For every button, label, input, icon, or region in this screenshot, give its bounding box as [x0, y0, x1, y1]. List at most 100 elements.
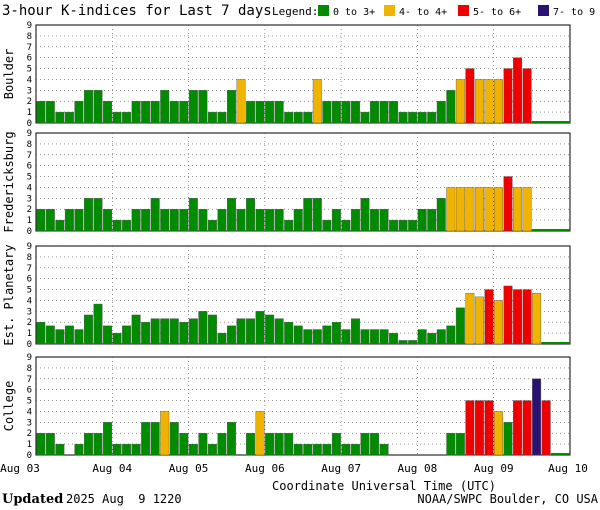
k-index-bar	[312, 329, 322, 345]
k-index-bar	[436, 329, 446, 345]
k-index-bar	[131, 101, 141, 124]
k-index-bar	[217, 433, 227, 456]
k-index-bar	[83, 90, 93, 124]
k-index-bar	[284, 322, 294, 345]
k-index-bar	[236, 209, 246, 232]
k-index-bar	[341, 329, 351, 345]
updated-label: Updated	[2, 492, 63, 507]
k-index-bar	[446, 187, 456, 232]
k-index-bar	[370, 329, 379, 345]
k-index-bar	[532, 292, 542, 345]
k-index-bar	[284, 219, 294, 232]
k-index-bar	[207, 314, 217, 345]
k-index-bar	[122, 111, 132, 124]
k-index-bar	[112, 332, 122, 345]
k-index-bar	[169, 422, 179, 456]
legend-swatch	[538, 5, 549, 16]
y-tick-label: 9	[27, 242, 32, 252]
k-index-bar	[255, 209, 265, 232]
station-label: Fredericksburg	[2, 131, 16, 232]
k-index-bar	[350, 318, 360, 345]
k-index-bar	[303, 111, 313, 124]
station-label: College	[2, 381, 16, 432]
k-index-bar	[265, 101, 275, 124]
k-index-bar	[532, 378, 542, 456]
k-index-bar	[312, 79, 322, 124]
panel-frame	[35, 132, 571, 232]
y-tick-label: 4	[27, 75, 32, 85]
y-tick-label: 8	[27, 364, 32, 374]
k-index-bar	[331, 433, 341, 456]
legend-entry: 7- to 9	[553, 7, 595, 18]
k-index-bar	[389, 332, 399, 345]
panel-frame	[35, 356, 571, 456]
updated-timestamp: 2025 Aug 9 1220	[66, 492, 182, 506]
k-index-bar	[322, 219, 332, 232]
y-tick-label: 2	[27, 429, 32, 439]
k-index-bar	[45, 325, 55, 345]
k-index-bar	[465, 187, 475, 232]
k-index-bar	[474, 296, 484, 345]
y-tick-label: 6	[27, 386, 32, 396]
y-tick-label: 3	[27, 418, 32, 428]
k-index-bar	[112, 443, 122, 456]
k-index-bar	[455, 79, 465, 124]
y-tick-label: 4	[27, 183, 32, 193]
k-index-bar	[284, 111, 294, 124]
k-index-bar	[284, 433, 294, 456]
k-index-bar	[169, 101, 179, 124]
k-index-bar	[179, 209, 189, 232]
k-index-bar	[322, 443, 332, 456]
k-index-bar	[227, 422, 236, 456]
k-index-bar	[246, 101, 256, 124]
k-index-bar	[513, 400, 523, 456]
y-tick-label: 5	[27, 173, 32, 183]
y-tick-label: 3	[27, 86, 32, 96]
k-index-bar	[522, 68, 532, 124]
k-index-bar	[312, 198, 322, 232]
k-index-bar	[188, 443, 198, 456]
k-index-bar	[350, 209, 360, 232]
k-index-bar	[265, 209, 275, 232]
k-index-bar	[217, 111, 227, 124]
k-index-bar	[455, 187, 465, 232]
k-index-bar	[93, 90, 103, 124]
k-index-bar	[455, 307, 465, 345]
k-index-bar	[36, 101, 46, 124]
k-index-bar	[312, 443, 322, 456]
y-tick-label: 8	[27, 140, 32, 150]
k-index-bar	[131, 314, 141, 345]
k-index-bar	[236, 79, 246, 124]
k-index-bar	[150, 101, 160, 124]
k-index-bar	[160, 209, 170, 232]
k-index-bar	[341, 101, 351, 124]
y-tick-label: 1	[27, 329, 32, 339]
k-index-bar	[45, 101, 55, 124]
k-index-bar	[141, 209, 151, 232]
k-index-bar	[246, 198, 256, 232]
k-index-bar	[36, 433, 46, 456]
k-index-bar	[484, 289, 494, 345]
k-index-bar	[303, 329, 313, 345]
k-index-bar	[293, 443, 303, 456]
k-index-bar	[74, 329, 84, 345]
y-tick-label: 5	[27, 286, 32, 296]
k-index-bar	[494, 411, 503, 456]
k-index-bar	[236, 318, 246, 345]
k-index-bar	[360, 433, 370, 456]
k-index-bar	[322, 325, 332, 345]
k-index-bar	[55, 443, 65, 456]
y-tick-label: 0	[27, 340, 32, 350]
y-tick-label: 0	[27, 119, 32, 129]
k-index-bar	[122, 219, 132, 232]
y-tick-label: 0	[27, 227, 32, 237]
k-index-bar	[446, 325, 456, 345]
k-index-bar	[103, 101, 112, 124]
k-index-bar	[436, 198, 446, 232]
y-tick-label: 2	[27, 97, 32, 107]
k-index-bar	[408, 111, 418, 124]
y-tick-label: 3	[27, 194, 32, 204]
k-index-bar	[379, 329, 389, 345]
legend-swatch	[318, 5, 329, 16]
